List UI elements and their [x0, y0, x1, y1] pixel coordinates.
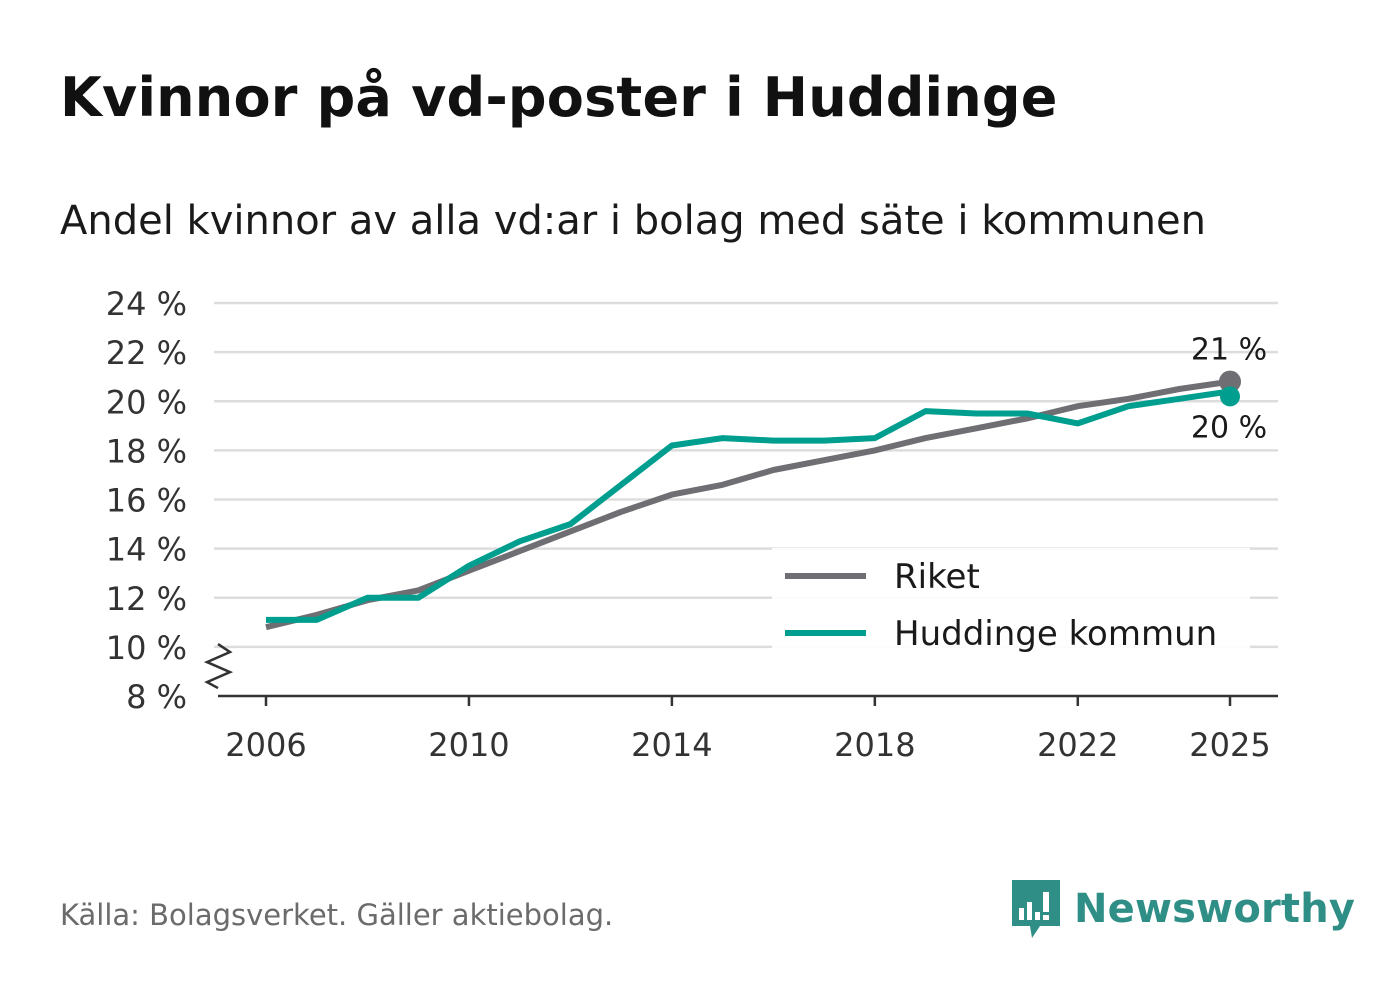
legend-label: Riket: [894, 557, 980, 597]
brand-name: Newsworthy: [1074, 886, 1356, 932]
chart-subtitle: Andel kvinnor av alla vd:ar i bolag med …: [60, 198, 1206, 244]
brand-logo: Newsworthy: [1010, 878, 1355, 940]
legend-label: Huddinge kommun: [894, 614, 1217, 654]
x-tick-label: 2018: [834, 726, 915, 764]
y-tick-label: 20 %: [106, 383, 187, 421]
y-tick-label: 24 %: [106, 285, 187, 323]
chart-title: Kvinnor på vd-poster i Huddinge: [60, 66, 1058, 129]
newsworthy-logo-icon: [1012, 880, 1060, 938]
end-marker-huddinge-kommun: [1220, 386, 1240, 407]
x-tick-label: 2006: [225, 726, 306, 764]
y-tick-label: 12 %: [106, 580, 187, 618]
y-tick-label: 16 %: [106, 482, 187, 520]
series-line-riket: [265, 378, 1231, 631]
series-line-huddinge-kommun: [266, 388, 1231, 623]
axis-break-icon: [203, 643, 234, 690]
y-tick-label: 14 %: [106, 531, 187, 569]
end-marker-riket: [1219, 370, 1241, 393]
x-tick-label: 2025: [1189, 726, 1270, 764]
end-label: 20 %: [1191, 410, 1267, 445]
y-tick-label: 8 %: [126, 678, 187, 716]
y-tick-label: 22 %: [106, 334, 187, 372]
legend-box: [772, 548, 1250, 660]
y-tick-label: 10 %: [106, 629, 187, 667]
source-note: Källa: Bolagsverket. Gäller aktiebolag.: [60, 898, 614, 932]
x-tick-label: 2010: [428, 726, 509, 764]
x-tick-label: 2022: [1037, 726, 1118, 764]
end-label: 21 %: [1191, 333, 1267, 368]
y-tick-label: 18 %: [106, 432, 187, 470]
x-tick-label: 2014: [631, 726, 712, 764]
